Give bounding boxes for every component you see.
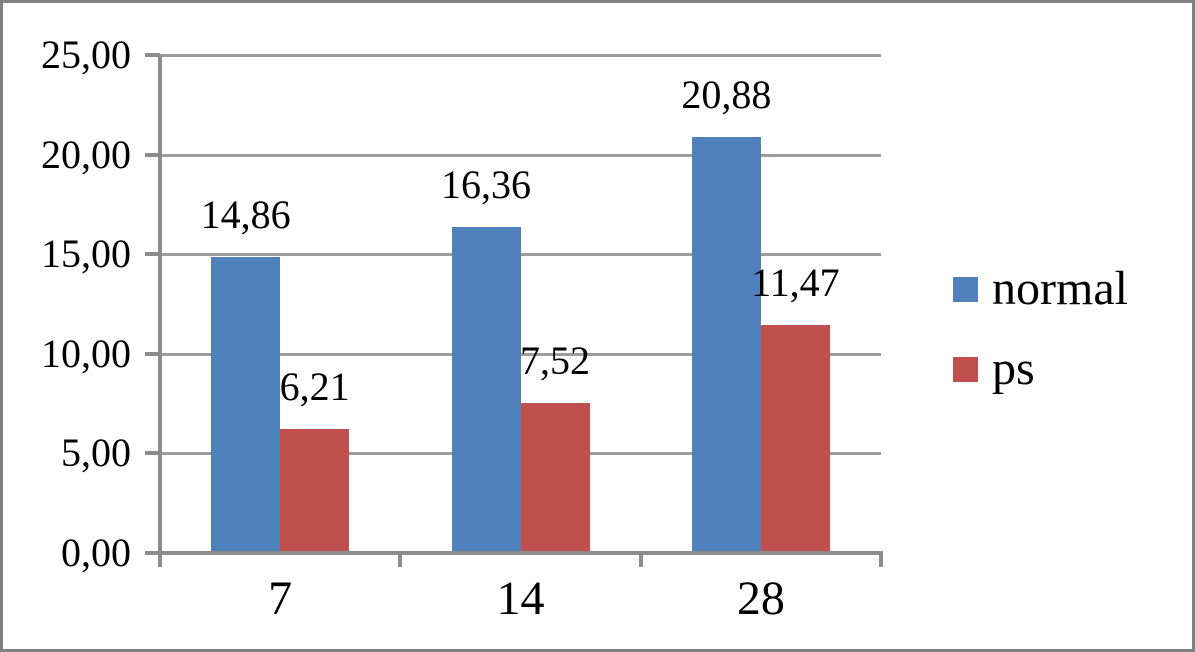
x-axis-tick — [638, 553, 643, 567]
data-label-normal-7: 14,86 — [200, 191, 291, 237]
legend-item-normal: normal — [953, 265, 1128, 313]
y-axis-tick — [145, 252, 160, 257]
data-label-normal-14: 16,36 — [441, 162, 531, 208]
legend-label-normal: normal — [992, 262, 1128, 315]
bar-ps-28 — [760, 324, 830, 553]
x-axis-tick — [398, 553, 403, 567]
gridline — [160, 153, 881, 157]
legend-swatch-ps-icon — [953, 356, 978, 382]
x-axis-category-label: 7 — [268, 572, 293, 625]
y-axis-line — [158, 55, 162, 553]
bar-ps-7 — [280, 429, 350, 553]
legend-swatch-normal-icon — [953, 276, 978, 302]
bar-normal-14 — [451, 227, 521, 553]
y-axis-tick — [145, 152, 160, 157]
y-axis-tick — [145, 351, 160, 356]
gridline — [160, 253, 881, 257]
bar-normal-28 — [691, 137, 761, 553]
data-label-ps-7: 6,21 — [279, 364, 350, 410]
x-axis-tick — [879, 553, 883, 567]
y-axis-tick — [145, 53, 160, 57]
legend-item-ps: ps — [953, 345, 1128, 393]
bar-ps-14 — [520, 403, 590, 553]
gridline — [160, 352, 881, 356]
x-axis-category-label: 14 — [496, 572, 545, 625]
y-axis-tick-label: 5,00 — [61, 430, 131, 476]
y-axis-tick-label: 0,00 — [61, 530, 131, 575]
x-axis-tick — [158, 553, 162, 567]
data-label-ps-14: 7,52 — [520, 338, 590, 384]
legend: normal ps — [953, 265, 1128, 425]
gridline — [160, 54, 881, 57]
y-axis-tick-label: 10,00 — [41, 330, 131, 376]
y-axis-tick-label: 20,00 — [41, 131, 131, 177]
data-label-normal-28: 20,88 — [681, 72, 772, 118]
data-label-ps-28: 11,47 — [751, 259, 840, 305]
y-axis-tick — [145, 551, 160, 555]
bar-normal-7 — [211, 256, 281, 553]
x-axis-line — [158, 551, 883, 555]
y-axis-tick-label: 25,00 — [41, 32, 131, 77]
x-axis-category-label: 28 — [736, 572, 785, 625]
y-axis-tick — [145, 451, 160, 456]
legend-label-ps: ps — [992, 342, 1035, 395]
y-axis-tick-label: 15,00 — [41, 231, 131, 277]
